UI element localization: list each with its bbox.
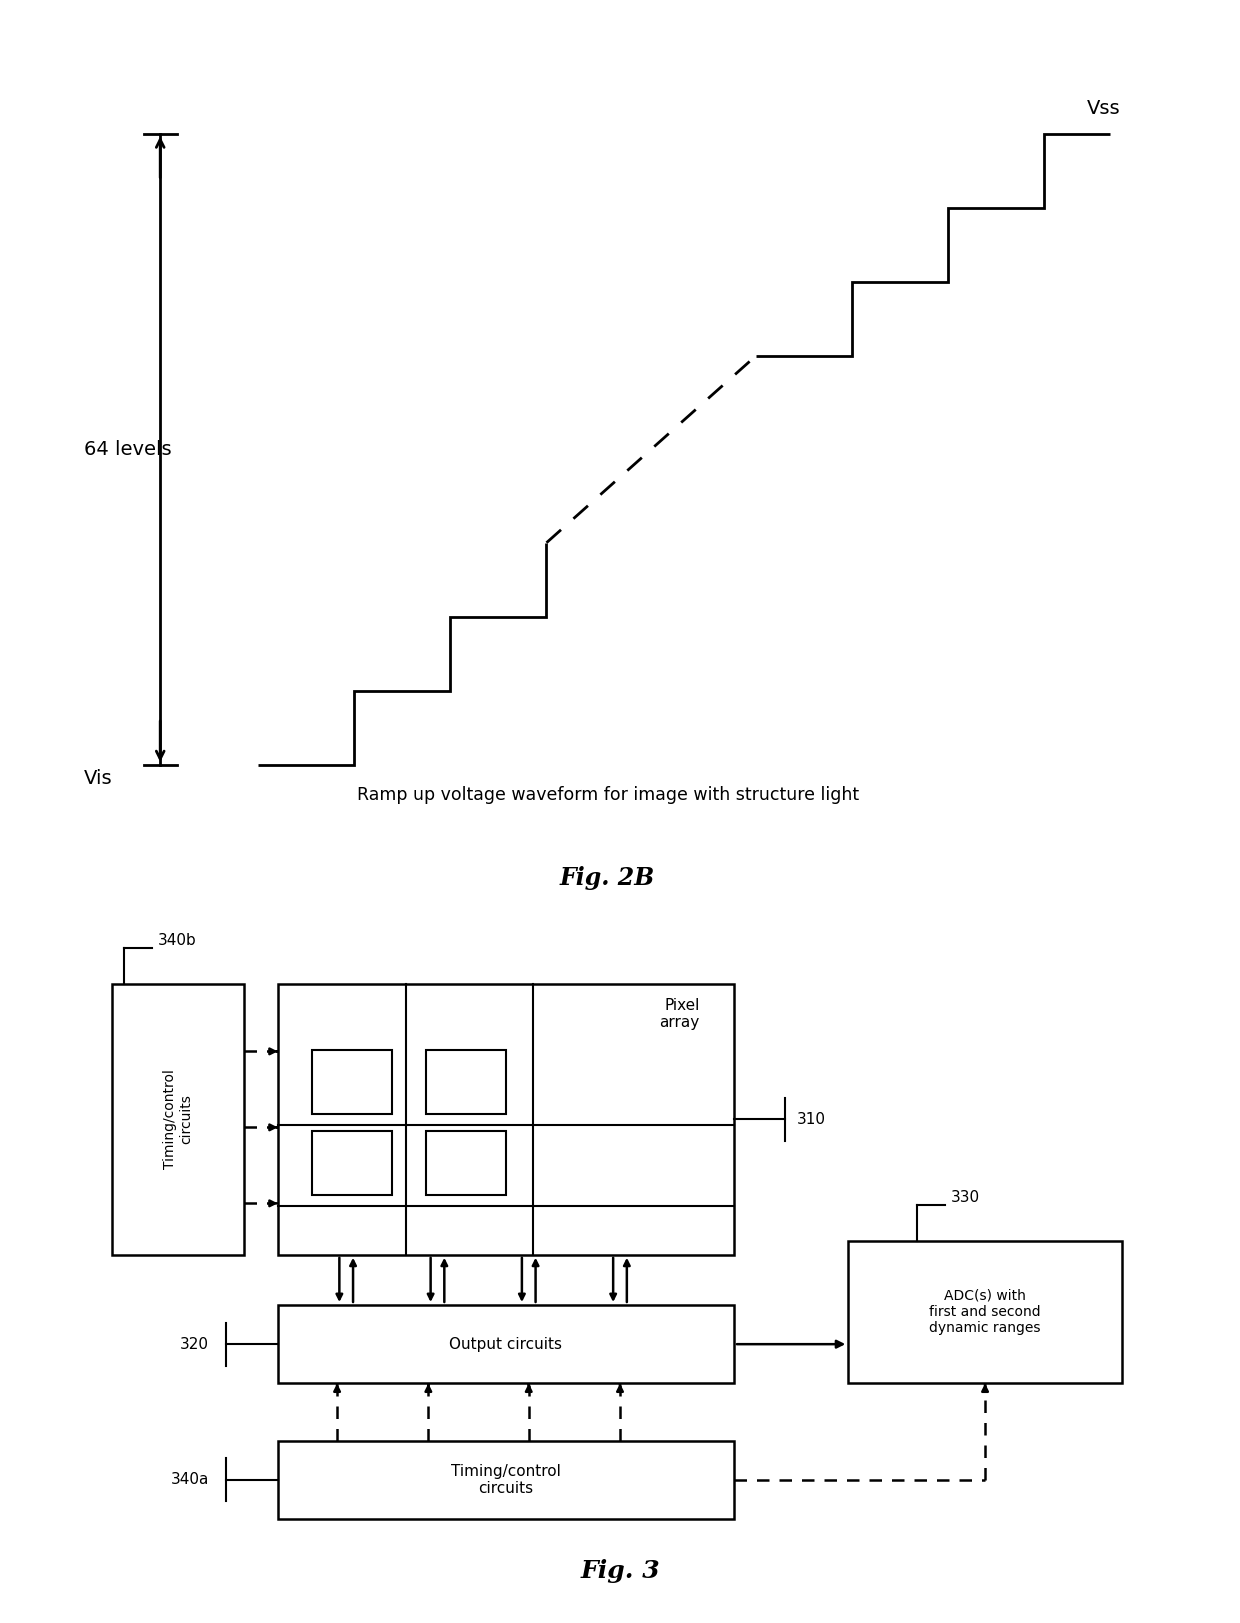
Text: 310: 310 (797, 1112, 826, 1126)
Bar (427, 1050, 506, 1113)
Bar (278, 1305, 734, 1383)
Bar (427, 1131, 506, 1195)
Text: 340b: 340b (157, 933, 197, 948)
Text: Pixel
array: Pixel array (660, 998, 699, 1031)
Text: 64 levels: 64 levels (84, 440, 171, 459)
Text: Timing/control
circuits: Timing/control circuits (162, 1070, 193, 1169)
Bar (278, 1441, 734, 1519)
Text: Ramp up voltage waveform for image with structure light: Ramp up voltage waveform for image with … (357, 786, 858, 803)
Text: Timing/control
circuits: Timing/control circuits (451, 1464, 560, 1496)
Bar (312, 1050, 392, 1113)
Text: Output circuits: Output circuits (449, 1337, 563, 1352)
Bar (848, 1240, 1122, 1383)
Bar (278, 984, 734, 1255)
Text: 320: 320 (180, 1337, 210, 1352)
Text: Fig. 3: Fig. 3 (580, 1560, 660, 1584)
Text: Vis: Vis (84, 769, 113, 787)
Bar (113, 984, 243, 1255)
Text: ADC(s) with
first and second
dynamic ranges: ADC(s) with first and second dynamic ran… (929, 1289, 1040, 1336)
Text: 340a: 340a (171, 1472, 210, 1487)
Text: Fig. 2B: Fig. 2B (560, 867, 655, 889)
Text: Vss: Vss (1086, 99, 1121, 118)
Bar (312, 1131, 392, 1195)
Text: 330: 330 (951, 1190, 980, 1206)
